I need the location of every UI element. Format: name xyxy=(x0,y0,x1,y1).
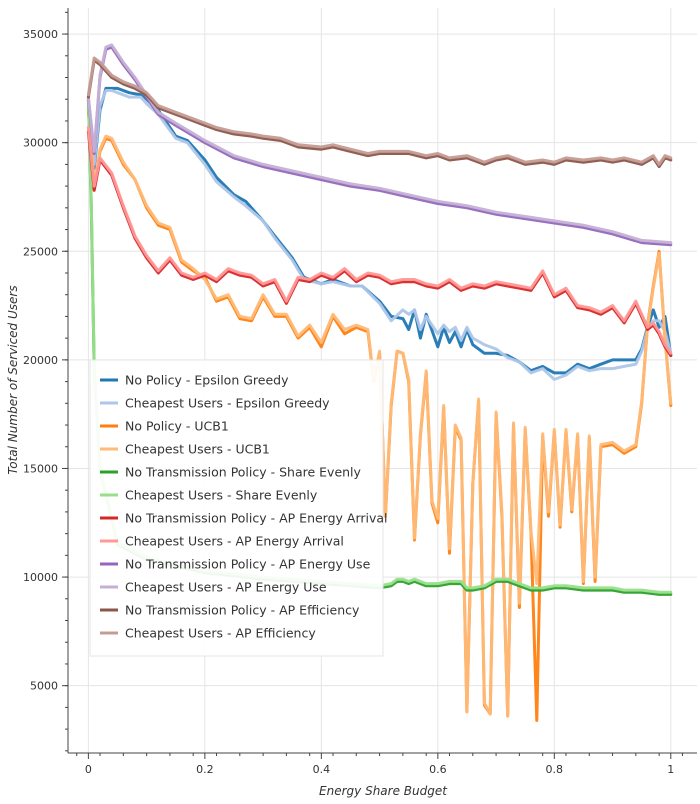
x-tick-label: 0.8 xyxy=(546,763,564,776)
legend-box xyxy=(89,359,384,657)
legend: No Policy - Epsilon Greedy Cheapest Users… xyxy=(89,359,388,657)
y-tick-label: 20000 xyxy=(23,354,58,367)
legend-label: Cheapest Users - AP Energy Arrival xyxy=(125,534,344,549)
y-tick-label: 5000 xyxy=(30,680,58,693)
y-axis-label: Total Number of Serviced Users xyxy=(6,285,20,474)
x-tick-label: 0.2 xyxy=(196,763,214,776)
legend-label: No Policy - Epsilon Greedy xyxy=(125,373,289,388)
series-line xyxy=(86,89,673,381)
axes: 0 0.2 0.4 0.6 0.8 150001000015000200002500030… xyxy=(23,8,697,776)
series-line xyxy=(86,43,673,245)
y-tick-label: 10000 xyxy=(23,571,58,584)
series-line xyxy=(86,58,673,169)
legend-label: No Transmission Policy - AP Efficiency xyxy=(125,603,360,618)
legend-label: No Transmission Policy - AP Energy Arriv… xyxy=(125,511,388,526)
legend-label: Cheapest Users - AP Efficiency xyxy=(125,626,316,641)
legend-label: No Policy - UCB1 xyxy=(125,419,229,434)
legend-label: No Transmission Policy - Share Evenly xyxy=(125,465,362,480)
legend-label: Cheapest Users - UCB1 xyxy=(125,442,270,457)
y-tick-label: 30000 xyxy=(23,137,58,150)
x-tick-label: 0 xyxy=(85,763,92,776)
y-tick-label: 15000 xyxy=(23,462,58,475)
x-tick-label: 0.6 xyxy=(429,763,447,776)
x-tick-label: 1 xyxy=(667,763,674,776)
y-tick-label: 25000 xyxy=(23,245,58,258)
series-line xyxy=(86,102,673,718)
legend-label: Cheapest Users - Share Evenly xyxy=(125,488,318,503)
series-line xyxy=(86,126,673,355)
y-tick-label: 35000 xyxy=(23,28,58,41)
legend-label: Cheapest Users - Epsilon Greedy xyxy=(125,396,330,411)
series-line xyxy=(86,56,673,166)
legend-label: No Transmission Policy - AP Energy Use xyxy=(125,557,371,572)
legend-label: Cheapest Users - AP Energy Use xyxy=(125,580,327,595)
x-axis-label: Energy Share Budget xyxy=(319,784,448,798)
x-tick-label: 0.4 xyxy=(313,763,331,776)
